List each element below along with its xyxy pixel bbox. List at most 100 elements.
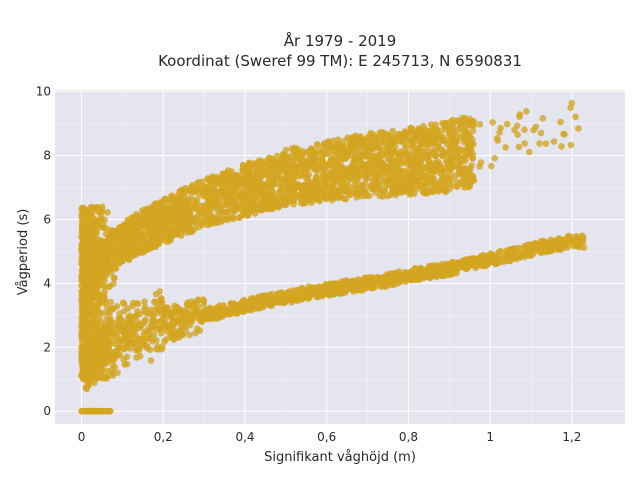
data-point <box>267 194 275 201</box>
data-point <box>384 192 391 200</box>
data-point <box>442 152 450 159</box>
data-point <box>116 310 123 317</box>
data-point <box>334 280 342 288</box>
data-point <box>293 184 300 192</box>
data-point <box>370 159 377 167</box>
data-point <box>120 222 127 230</box>
data-point <box>348 163 356 170</box>
data-point <box>301 193 309 200</box>
data-point <box>420 181 428 188</box>
data-point <box>485 258 493 266</box>
data-point <box>378 160 386 168</box>
data-point <box>163 213 171 221</box>
data-point <box>298 296 306 303</box>
data-point <box>153 326 160 333</box>
data-point <box>323 150 330 158</box>
data-point <box>311 190 318 197</box>
data-point <box>180 211 188 219</box>
data-point <box>218 176 226 184</box>
data-point <box>154 221 162 228</box>
data-point <box>341 151 349 159</box>
data-point <box>78 323 85 331</box>
data-point <box>167 322 175 330</box>
y-tick-label: 4 <box>43 276 51 290</box>
data-point <box>334 136 342 143</box>
y-tick-label: 8 <box>43 149 51 163</box>
data-point <box>502 144 509 151</box>
data-point <box>411 267 419 274</box>
data-point <box>550 138 558 145</box>
data-point <box>318 175 326 183</box>
data-point <box>118 238 125 245</box>
data-point <box>166 234 173 242</box>
data-point <box>414 176 421 184</box>
data-point <box>134 318 141 326</box>
data-point <box>231 188 238 196</box>
data-point <box>208 196 216 203</box>
data-point <box>435 131 442 139</box>
data-point <box>137 337 145 345</box>
data-point <box>195 185 202 192</box>
data-point <box>315 162 323 170</box>
data-point <box>449 262 456 270</box>
data-point <box>188 315 195 322</box>
data-point <box>186 331 193 339</box>
data-point <box>411 190 418 197</box>
data-point <box>99 338 107 346</box>
data-point <box>358 182 366 189</box>
data-point <box>232 172 239 179</box>
data-point <box>98 273 106 281</box>
data-point <box>139 222 147 230</box>
data-point <box>212 201 219 209</box>
data-point <box>106 329 113 337</box>
data-point <box>166 199 174 206</box>
data-point <box>326 161 334 168</box>
data-point <box>223 183 230 190</box>
data-point <box>383 271 391 278</box>
data-point <box>180 323 188 331</box>
data-point <box>301 171 308 178</box>
data-point <box>146 225 153 233</box>
data-point <box>83 325 90 332</box>
data-point <box>468 121 475 128</box>
data-point <box>468 162 476 169</box>
data-point <box>98 299 106 307</box>
data-point <box>340 287 348 295</box>
data-point <box>346 280 354 287</box>
data-point <box>136 234 144 242</box>
data-point <box>206 305 213 313</box>
data-point <box>169 216 176 224</box>
data-point <box>314 148 322 155</box>
x-axis-label: Signifikant våghöjd (m) <box>264 450 416 465</box>
data-point <box>327 142 335 149</box>
data-point <box>321 140 328 147</box>
data-point <box>171 331 178 339</box>
data-point <box>114 324 122 331</box>
data-point <box>150 317 157 324</box>
data-point <box>258 202 265 210</box>
data-point <box>265 200 273 208</box>
data-point <box>150 331 158 339</box>
data-point <box>229 205 236 212</box>
data-point <box>557 118 564 126</box>
data-point <box>434 143 441 150</box>
data-point <box>428 175 435 182</box>
data-point <box>367 129 375 137</box>
data-point <box>548 247 556 254</box>
data-point <box>430 165 438 172</box>
data-point <box>237 206 245 213</box>
data-point <box>268 155 276 162</box>
data-point <box>177 232 185 239</box>
data-point <box>341 137 348 144</box>
data-point <box>292 170 300 177</box>
data-point <box>323 182 331 189</box>
data-point <box>101 216 108 224</box>
y-tick-label: 2 <box>43 340 51 354</box>
data-point <box>400 188 408 195</box>
data-point <box>158 317 165 325</box>
data-points <box>78 99 588 415</box>
data-point <box>476 121 484 128</box>
data-point <box>284 289 291 296</box>
data-point <box>87 283 95 290</box>
